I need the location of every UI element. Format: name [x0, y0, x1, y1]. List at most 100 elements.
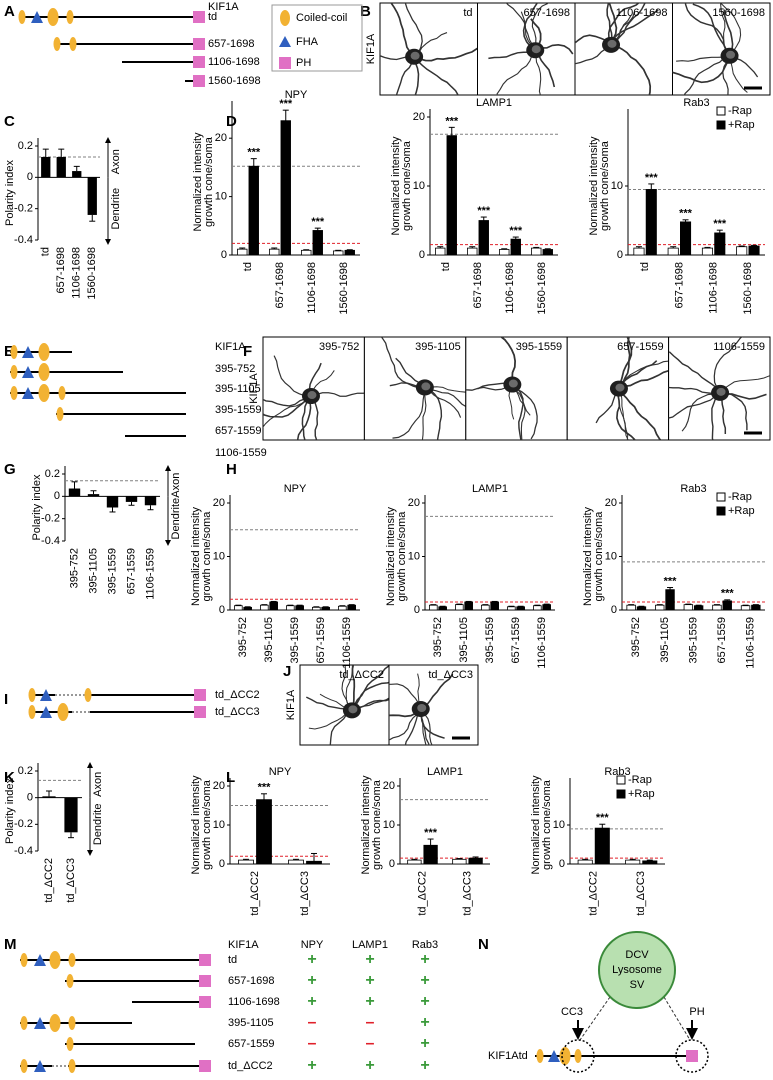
domain-label: PH — [689, 1006, 704, 1018]
table-sign: – — [366, 1014, 375, 1031]
significance: *** — [258, 782, 272, 794]
coiled-coil — [20, 1059, 28, 1073]
y-axis-label: Polarity index — [31, 474, 43, 541]
bar — [144, 496, 157, 506]
y-tick-label: 0 — [27, 792, 33, 804]
bar — [665, 589, 675, 611]
x-tick-label: td_ΔCC3 — [461, 871, 473, 916]
bar — [701, 247, 713, 256]
significance: *** — [713, 218, 727, 230]
table-header: Rab3 — [412, 939, 438, 951]
construct-label: td_ΔCC2 — [228, 1060, 273, 1072]
fha — [22, 346, 34, 358]
bar — [248, 165, 259, 256]
coiled-coil — [28, 705, 36, 719]
table-sign: + — [420, 1057, 429, 1074]
legend-swatch — [616, 775, 626, 785]
annotation: Axon — [110, 149, 122, 174]
neurite — [263, 395, 312, 407]
neuron — [575, 3, 659, 95]
bar — [680, 221, 692, 256]
neurite — [392, 387, 426, 439]
fha — [34, 954, 46, 966]
construct-label: 657-1559 — [215, 425, 262, 437]
chart-title: LAMP1 — [476, 97, 512, 109]
neurite — [719, 375, 770, 394]
neurite — [499, 337, 516, 385]
y-tick-label: 0 — [219, 858, 225, 870]
bar — [344, 249, 355, 256]
micrograph-label: 657-1698 — [524, 7, 571, 19]
y-tick-label: 20 — [413, 111, 425, 123]
bar — [655, 604, 665, 611]
ph-domain — [279, 57, 291, 69]
coiled-coil — [574, 1049, 582, 1063]
neurite — [389, 683, 422, 710]
bar — [286, 605, 295, 611]
coiled-coil — [68, 1059, 76, 1073]
coiled-coil — [66, 10, 74, 24]
micrograph — [388, 664, 479, 746]
neurite — [522, 3, 539, 51]
x-tick-label: 657-1698 — [55, 247, 67, 294]
y-tick-label: 0 — [389, 858, 395, 870]
annotation: Axon — [92, 772, 104, 797]
bar — [683, 604, 694, 611]
x-tick-label: td_ΔCC3 — [299, 871, 311, 916]
bar — [626, 604, 636, 611]
x-tick-label: td_ΔCC3 — [635, 871, 647, 916]
x-tick-label: td_ΔCC2 — [588, 871, 600, 916]
y-axis-label: Normalized intensity — [588, 136, 600, 236]
construct-label: 1106-1698 — [208, 56, 260, 68]
y-tick-label: 0.2 — [18, 140, 33, 152]
stain-label: KIF1A — [285, 689, 297, 720]
x-tick-label: 1106-1698 — [306, 262, 318, 314]
nucleus — [726, 50, 736, 59]
construct-label: KIF1Atd — [488, 1050, 528, 1062]
neuron — [389, 673, 454, 745]
y-tick-label: 10 — [611, 180, 623, 192]
ph-domain — [199, 954, 211, 966]
legend-swatch — [716, 506, 726, 516]
bar — [446, 135, 457, 256]
neurite — [390, 3, 415, 58]
x-tick-label: 395-1559 — [484, 617, 496, 664]
chart-title: LAMP1 — [427, 766, 463, 778]
bar — [237, 248, 248, 256]
bar — [740, 605, 751, 611]
chart-title: Rab3 — [604, 766, 630, 778]
fha — [40, 689, 52, 701]
nucleus — [417, 703, 427, 712]
nucleus — [307, 391, 317, 400]
table-header: KIF1A — [228, 939, 259, 951]
fha — [40, 706, 52, 718]
bar — [693, 605, 704, 611]
significance: *** — [679, 208, 693, 220]
micrograph-label: td_ΔCC2 — [339, 669, 384, 681]
ph-domain — [193, 56, 205, 68]
header: KIF1A — [215, 341, 246, 353]
ph-domain — [194, 689, 206, 701]
nucleus — [607, 39, 617, 48]
y-tick-label: 20 — [213, 497, 225, 509]
bar — [106, 496, 119, 508]
table-sign: + — [420, 993, 429, 1010]
bar — [306, 860, 322, 865]
construct-label: td — [228, 954, 237, 966]
bar — [577, 859, 593, 865]
neurite — [413, 56, 459, 95]
bar — [312, 606, 321, 611]
y-axis-label: growth cone/soma — [599, 140, 611, 231]
y-tick-label: 0 — [221, 249, 227, 261]
ph-domain — [193, 38, 205, 50]
cargo-label: Lysosome — [612, 964, 662, 976]
ph-domain — [193, 75, 205, 87]
y-tick-label: 0.2 — [18, 765, 33, 777]
x-tick-label: td_ΔCC3 — [65, 858, 77, 903]
stain-label: KIF1A — [248, 373, 260, 404]
y-axis-label: growth cone/soma — [371, 779, 383, 870]
y-tick-label: 0 — [617, 249, 623, 261]
legend-swatch — [716, 106, 726, 116]
annotation: Axon — [170, 473, 182, 498]
